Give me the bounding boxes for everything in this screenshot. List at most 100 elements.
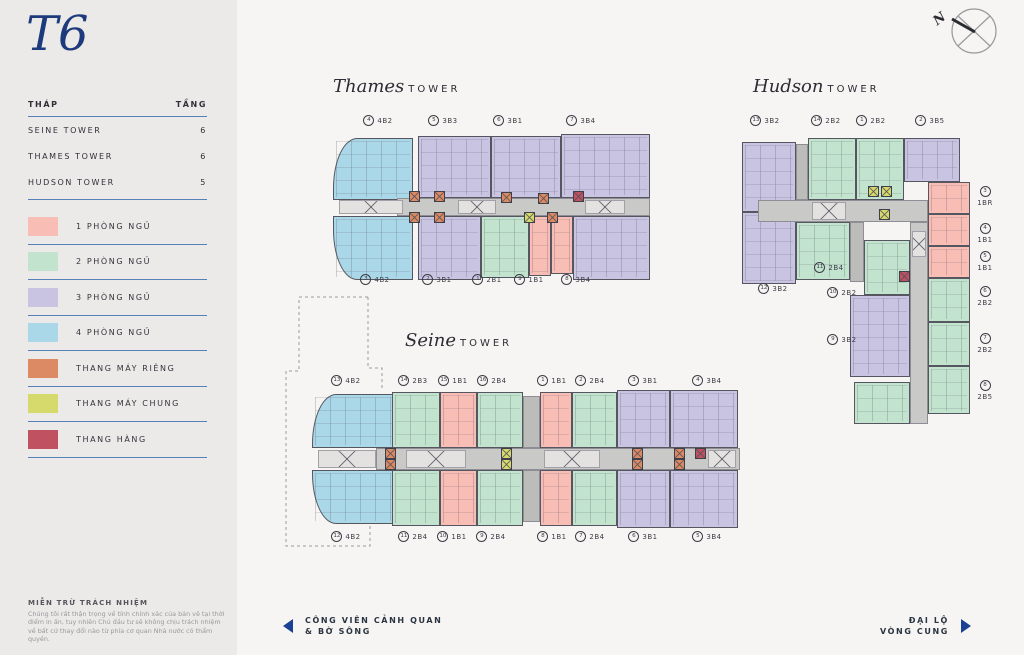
legend-item: THANG HÀNG — [28, 422, 207, 458]
legend-swatch-shared-lift — [28, 394, 58, 414]
unit-label: 5 3B3 — [416, 115, 470, 126]
unit-label: 8 1B1 — [525, 531, 579, 542]
thames-tower-title: Thames TOWER — [333, 76, 461, 97]
legend-label: THANG MÁY CHUNG — [76, 399, 180, 409]
legend-label: 4 PHÒNG NGỦ — [76, 328, 152, 338]
tower-name: HUDSON TOWER — [28, 178, 115, 187]
legend-label: 2 PHÒNG NGỦ — [76, 257, 152, 267]
private-lift-icon — [674, 448, 685, 459]
table-row: HUDSON TOWER 5 — [28, 169, 207, 195]
nav-blvd-line1: ĐẠI LỘ — [908, 616, 949, 625]
svg-text:N: N — [930, 9, 950, 29]
unit-label: 4 3B4 — [680, 375, 734, 386]
legend-label: THANG MÁY RIÊNG — [76, 363, 176, 373]
unit-label: 7 2B4 — [563, 531, 617, 542]
private-lift-icon — [385, 448, 396, 459]
unit-block — [808, 138, 856, 200]
legend-item: THANG MÁY RIÊNG — [28, 351, 207, 387]
tower-floors: 6 — [200, 126, 207, 135]
unit-block — [440, 392, 477, 448]
arrow-left-icon — [283, 619, 293, 633]
lobby-cross-area — [339, 200, 403, 214]
private-lift-icon — [409, 191, 420, 202]
unit-label: 1 2B1 — [460, 274, 514, 285]
unit-label: 9 2B4 — [464, 531, 518, 542]
unit-label: 14 2B3 — [398, 375, 428, 386]
nav-boulevard-direction[interactable]: ĐẠI LỘ VÒNG CUNG — [880, 615, 971, 637]
unit-label: 3 1BR — [977, 186, 993, 207]
nav-park-direction[interactable]: CÔNG VIÊN CẢNH QUAN & BỜ SÔNG — [283, 615, 442, 637]
core-block — [523, 396, 540, 448]
unit-block — [617, 390, 670, 448]
unit-block — [440, 470, 477, 526]
unit-label: 10 2B2 — [827, 287, 857, 298]
corridor-cross-area — [585, 200, 625, 214]
corridor-cross-area — [912, 231, 926, 257]
unit-label: 6 3B1 — [481, 115, 535, 126]
table-row: THAMES TOWER 6 — [28, 143, 207, 169]
service-lift-icon — [899, 271, 910, 282]
legend-item: 4 PHÒNG NGỦ — [28, 316, 207, 351]
corridor-cross-area — [544, 450, 600, 468]
legend-swatch-3br — [28, 287, 58, 307]
unit-label: 3 4B2 — [348, 274, 402, 285]
corridor — [910, 222, 928, 424]
legend-swatch-1br — [28, 216, 58, 236]
unit-block — [551, 216, 573, 274]
tower-floors: 5 — [200, 178, 207, 187]
unit-block — [572, 470, 617, 526]
unit-block — [477, 392, 523, 448]
unit-label: 4 4B2 — [351, 115, 405, 126]
legend-swatch-service-lift — [28, 429, 58, 449]
legend-swatch-private-lift — [28, 358, 58, 378]
legend-label: 1 PHÒNG NGỦ — [76, 221, 152, 231]
corridor-cross-area — [812, 202, 846, 220]
table-header: THÁP TẦNG — [28, 100, 207, 117]
shared-lift-icon — [879, 209, 890, 220]
private-lift-icon — [547, 212, 558, 223]
shared-lift-icon — [881, 186, 892, 197]
page-title: T6 — [26, 6, 89, 62]
nav-park-line1: CÔNG VIÊN CẢNH QUAN — [305, 616, 443, 625]
nav-park-line2: & BỜ SÔNG — [305, 627, 371, 636]
unit-block — [529, 216, 551, 276]
thames-floor-plan — [333, 134, 650, 284]
unit-block — [540, 470, 572, 526]
unit-block — [418, 216, 481, 280]
private-lift-icon — [434, 191, 445, 202]
unit-label: 1 2B2 — [844, 115, 898, 126]
unit-block — [928, 182, 970, 214]
divider — [28, 198, 207, 200]
service-lift-icon — [573, 191, 584, 202]
lobby-cross-area — [318, 450, 376, 468]
unit-label: 2 3B1 — [410, 274, 464, 285]
unit-label: 2 2B4 — [563, 375, 617, 386]
unit-block — [572, 392, 617, 448]
table-row: SEINE TOWER 6 — [28, 117, 207, 143]
disclaimer-text: Chúng tôi rất thận trọng về tính chính x… — [28, 610, 225, 644]
legend-item: 2 PHÒNG NGỦ — [28, 245, 207, 280]
shared-lift-icon — [501, 459, 512, 470]
unit-label: 1 1B1 — [525, 375, 579, 386]
seine-tower-title: Seine TOWER — [405, 330, 513, 351]
shared-lift-icon — [501, 448, 512, 459]
col-tower: THÁP — [28, 100, 59, 109]
unit-label: 7 2B2 — [977, 333, 993, 354]
unit-block — [333, 216, 413, 280]
unit-label: 9 1B1 — [502, 274, 556, 285]
legend-item: 1 PHÒNG NGỦ — [28, 209, 207, 245]
unit-block — [928, 214, 970, 246]
unit-block — [854, 382, 910, 424]
unit-block — [928, 366, 970, 414]
unit-block — [742, 212, 796, 284]
corridor-cross-area — [708, 450, 736, 468]
compass-icon: N — [930, 8, 997, 54]
legend: 1 PHÒNG NGỦ 2 PHÒNG NGỦ 3 PHÒNG NGỦ 4 PH… — [28, 209, 207, 458]
tower-name: THAMES TOWER — [28, 152, 113, 161]
unit-block — [617, 470, 670, 528]
unit-block — [491, 136, 561, 198]
corridor-cross-area — [406, 450, 466, 468]
tower-floors: 6 — [200, 152, 207, 161]
unit-label: 2 3B5 — [903, 115, 957, 126]
disclaimer-title: MIỄN TRỪ TRÁCH NHIỆM — [28, 599, 149, 607]
